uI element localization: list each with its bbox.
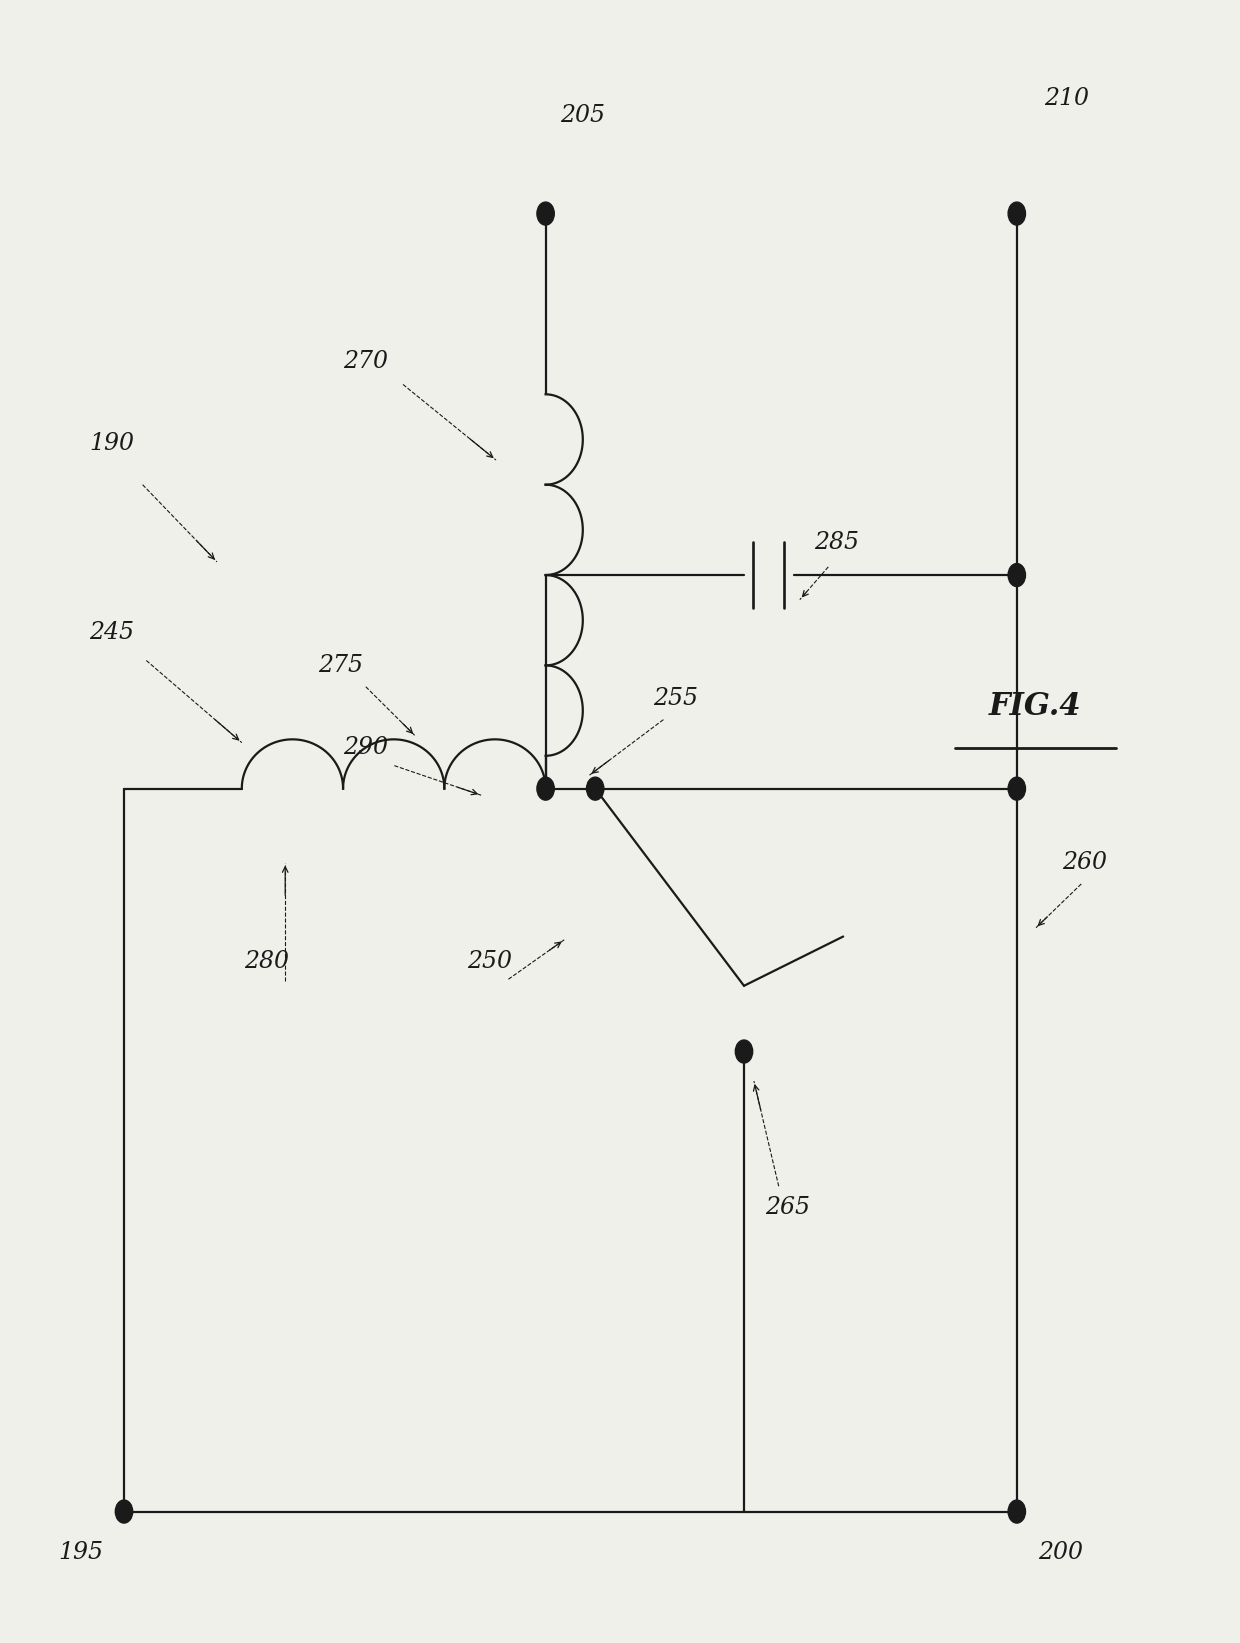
- Text: 200: 200: [1038, 1541, 1083, 1564]
- Circle shape: [587, 777, 604, 800]
- Text: 270: 270: [343, 350, 388, 373]
- Text: 260: 260: [1063, 851, 1107, 874]
- Text: 210: 210: [1044, 87, 1089, 110]
- Circle shape: [537, 777, 554, 800]
- Text: 285: 285: [815, 531, 859, 554]
- Text: 255: 255: [653, 687, 698, 710]
- Circle shape: [1008, 202, 1025, 225]
- Circle shape: [1008, 1500, 1025, 1523]
- Text: 290: 290: [343, 736, 388, 759]
- Text: 250: 250: [467, 950, 512, 973]
- Circle shape: [1008, 564, 1025, 587]
- Text: 190: 190: [89, 432, 134, 455]
- Circle shape: [1008, 777, 1025, 800]
- Text: 195: 195: [58, 1541, 103, 1564]
- Circle shape: [115, 1500, 133, 1523]
- Text: 280: 280: [244, 950, 289, 973]
- Text: 265: 265: [765, 1196, 810, 1219]
- Text: 205: 205: [560, 104, 605, 127]
- Text: FIG.4: FIG.4: [990, 692, 1081, 721]
- Text: 245: 245: [89, 621, 134, 644]
- Text: 275: 275: [319, 654, 363, 677]
- Circle shape: [735, 1040, 753, 1063]
- Circle shape: [537, 202, 554, 225]
